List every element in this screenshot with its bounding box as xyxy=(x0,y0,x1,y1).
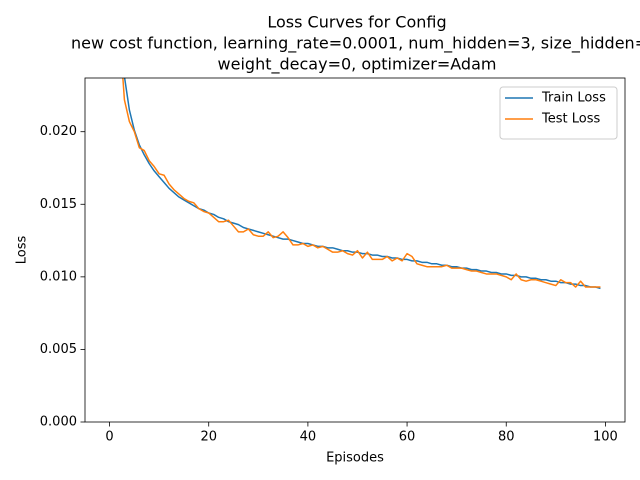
line-series xyxy=(122,78,601,288)
y-tick-label: 0.020 xyxy=(40,124,77,139)
legend-label: Test Loss xyxy=(541,112,600,127)
y-tick-label: 0.015 xyxy=(40,197,77,212)
legend-box xyxy=(499,86,618,140)
chart-title: weight_decay=0, optimizer=Adam xyxy=(218,55,497,75)
axes-frame xyxy=(84,77,626,423)
y-tick-label: 0.005 xyxy=(40,342,77,357)
x-tick-label: 0 xyxy=(105,430,113,445)
x-tick-label: 40 xyxy=(300,430,317,445)
y-tick-label: 0.000 xyxy=(40,415,77,430)
x-tick-label: 20 xyxy=(200,430,217,445)
chart-title: Loss Curves for Config xyxy=(267,13,446,32)
x-axis-label: Episodes xyxy=(326,451,384,466)
chart-title: new cost function, learning_rate=0.0001,… xyxy=(66,34,640,54)
y-tick-label: 0.010 xyxy=(40,269,77,284)
x-tick-label: 80 xyxy=(498,430,515,445)
legend-label: Train Loss xyxy=(541,91,606,106)
x-tick-label: 60 xyxy=(399,430,416,445)
plot-area xyxy=(122,78,601,290)
x-tick-label: 100 xyxy=(593,430,618,445)
y-axis-label: Loss xyxy=(15,236,30,265)
